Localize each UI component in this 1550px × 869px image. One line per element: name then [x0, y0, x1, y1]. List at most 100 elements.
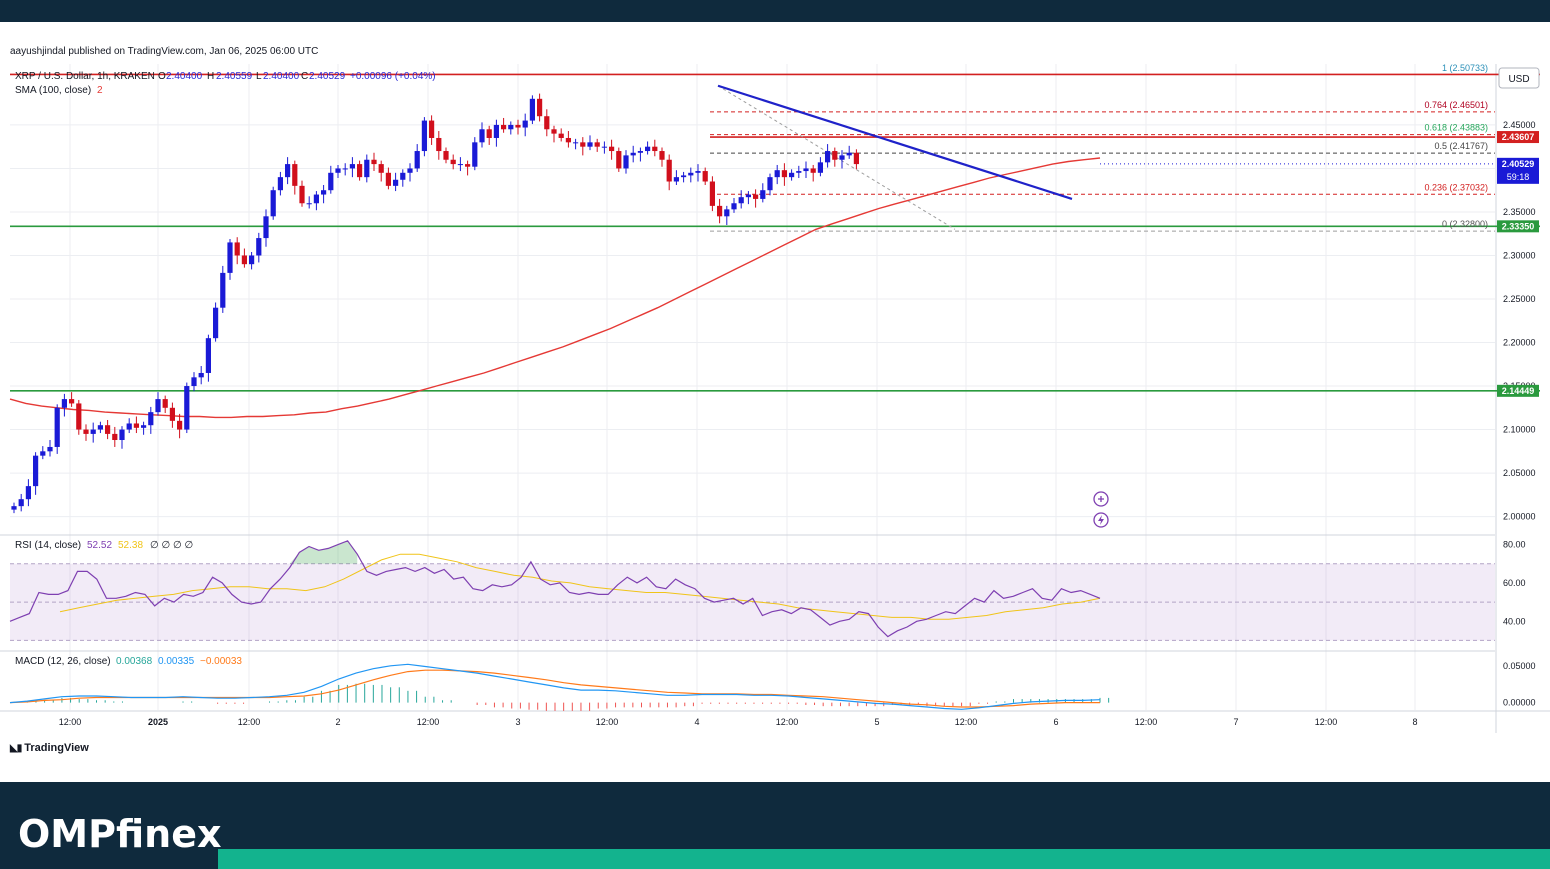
macd-line: [9, 663, 1101, 710]
macd-hist-legend: 0.00368: [116, 656, 153, 667]
price-badges: 2.43607 2.40529 59:18 2.33350 2.14449: [1100, 131, 1539, 397]
published-caption: aayushjindal published on TradingView.co…: [10, 46, 319, 57]
candle-body: [832, 151, 838, 160]
tradingview-logo[interactable]: ◣▮ TradingView: [10, 742, 89, 754]
candle: [421, 117, 427, 157]
candle-body: [825, 151, 831, 163]
candle: [753, 189, 759, 208]
candle: [191, 372, 197, 392]
candle: [522, 113, 528, 137]
time-tick-label: 12:00: [1315, 717, 1338, 727]
candle: [796, 165, 802, 179]
candle-body: [457, 164, 463, 166]
candle-body: [184, 386, 190, 430]
candle: [565, 131, 571, 148]
chart-area[interactable]: 2.450002.400002.350002.300002.250002.200…: [0, 62, 1550, 742]
candle: [587, 135, 593, 151]
ohlc-low: 2.40400: [263, 71, 300, 82]
time-tick-label: 2025: [148, 717, 168, 727]
time-tick-label: 5: [874, 717, 879, 727]
candle: [551, 125, 557, 143]
rsi-ma-legend-value: 52.38: [118, 540, 143, 551]
candle: [695, 164, 701, 182]
candle-body: [83, 429, 89, 434]
candle-body: [724, 209, 730, 217]
time-tick-label: 2: [335, 717, 340, 727]
candle: [493, 119, 499, 147]
candle-body: [155, 399, 161, 413]
candle: [781, 163, 787, 186]
candle-body: [508, 124, 514, 130]
candle-body: [522, 120, 528, 128]
candle: [148, 406, 154, 434]
candle-body: [234, 242, 240, 256]
current-price-badge-bg: [1497, 157, 1539, 184]
time-tick-label: 12:00: [776, 717, 799, 727]
candle: [162, 395, 168, 414]
candle: [666, 154, 672, 191]
candle: [198, 366, 204, 385]
candle-body: [198, 372, 204, 378]
candle: [573, 138, 579, 150]
candle: [393, 172, 399, 192]
candle-body: [220, 272, 226, 308]
candle-body: [537, 98, 543, 117]
candle-body: [745, 194, 751, 198]
candle: [177, 413, 183, 439]
candle: [285, 157, 291, 185]
candle-body: [443, 151, 449, 160]
candle-body: [241, 255, 247, 265]
macd-signal-legend: −0.00033: [200, 656, 242, 667]
candle: [241, 248, 247, 268]
candle-body: [609, 146, 615, 152]
candle: [220, 265, 226, 313]
candle: [803, 161, 809, 179]
currency-label: USD: [1508, 74, 1529, 85]
candle: [846, 145, 852, 159]
candle-body: [105, 425, 111, 434]
candle-body: [587, 142, 593, 147]
candle-body: [97, 425, 103, 430]
candle: [717, 198, 723, 224]
candle-body: [11, 506, 17, 510]
add-alert-icon[interactable]: [1093, 491, 1109, 507]
candle-body: [400, 172, 406, 180]
candle: [169, 402, 175, 428]
candle: [69, 392, 75, 407]
lightning-icon[interactable]: [1093, 512, 1109, 528]
time-tick-label: 4: [694, 717, 699, 727]
candle-body: [270, 190, 276, 217]
price-tick-label: 2.35000: [1503, 207, 1536, 217]
time-tick-label: 12:00: [417, 717, 440, 727]
time-tick-label: 7: [1233, 717, 1238, 727]
candle-body: [637, 151, 643, 153]
currency-button[interactable]: USD: [1498, 67, 1540, 89]
chart-legend: XRP / U.S. Dollar, 1h, KRAKEN O 2.40400 …: [15, 71, 436, 667]
rsi-legend-extras: ∅ ∅ ∅ ∅: [150, 540, 193, 551]
candle: [745, 191, 751, 205]
time-tick-label: 6: [1053, 717, 1058, 727]
candle-body: [645, 146, 651, 152]
candle-body: [601, 146, 607, 148]
candle-body: [616, 151, 622, 169]
fibonacci-retracement: 1 (2.50733) 0.764 (2.46501) 0.618 (2.43883…: [710, 63, 1495, 232]
price-chart-svg[interactable]: 2.450002.400002.350002.300002.250002.200…: [0, 62, 1550, 742]
candle: [465, 160, 471, 176]
rsi-panel: 80.00 60.00 40.00: [9, 540, 1526, 641]
candle: [357, 160, 363, 181]
candle-body: [177, 420, 183, 430]
candle-body: [551, 129, 557, 134]
candle-body: [126, 423, 132, 430]
trendline: [717, 84, 1073, 200]
candle: [760, 183, 766, 203]
current-price-badge: 2.40529: [1502, 159, 1535, 169]
candle: [385, 167, 391, 190]
candle: [328, 165, 334, 194]
sma-legend-label: SMA (100, close): [15, 85, 91, 96]
candle: [112, 426, 118, 447]
candle-body: [803, 168, 809, 172]
candle: [83, 424, 89, 441]
candle: [155, 392, 161, 416]
support-lower-badge-bg: [1497, 384, 1539, 397]
candle: [141, 421, 147, 435]
